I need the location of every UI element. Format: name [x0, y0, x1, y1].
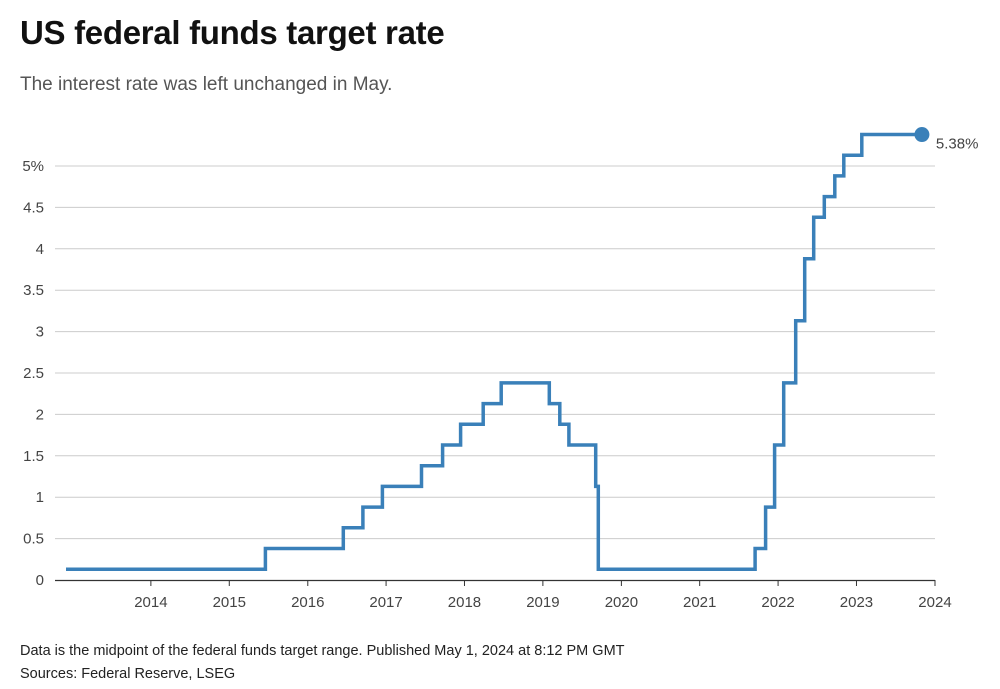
y-tick-label: 1.5 [23, 448, 44, 465]
y-tick-label: 3.5 [23, 282, 44, 299]
x-tick-label: 2016 [291, 594, 324, 611]
y-axis-ticks: 0 0.5 1 1.5 2 2.5 3 3.5 4 4.5 5% [22, 158, 44, 589]
y-tick-label: 0.5 [23, 531, 44, 548]
end-point-marker [914, 127, 930, 143]
footnote: Data is the midpoint of the federal fund… [20, 643, 625, 659]
y-tick-label: 0 [36, 572, 44, 589]
chart-subtitle: The interest rate was left unchanged in … [20, 74, 393, 95]
x-tick-label: 2014 [134, 594, 167, 611]
y-tick-label: 2 [36, 406, 44, 423]
y-tick-label: 5% [22, 158, 44, 175]
y-tick-label: 4 [36, 241, 44, 258]
chart-title: US federal funds target rate [20, 14, 445, 51]
end-value-label: 5.38% [936, 136, 979, 153]
rate-step-line [66, 132, 922, 571]
grid-lines [55, 165, 935, 540]
y-tick-label: 4.5 [23, 199, 44, 216]
x-tick-label: 2017 [369, 594, 402, 611]
source-note: Sources: Federal Reserve, LSEG [20, 666, 236, 682]
x-axis-ticks: 2014 2015 2016 2017 2018 2019 2020 2021 2022 2023… [134, 580, 952, 611]
y-tick-label: 2.5 [23, 365, 44, 382]
x-tick-label: 2024 [918, 594, 951, 611]
x-tick-label: 2018 [448, 594, 481, 611]
series-layer: 5.38% [66, 127, 979, 571]
x-tick-label: 2022 [761, 594, 794, 611]
x-tick-label: 2019 [526, 594, 559, 611]
y-tick-label: 3 [36, 324, 44, 341]
x-tick-label: 2021 [683, 594, 716, 611]
x-tick-label: 2023 [840, 594, 873, 611]
x-tick-label: 2015 [213, 594, 246, 611]
x-tick-label: 2020 [605, 594, 638, 611]
y-tick-label: 1 [36, 489, 44, 506]
